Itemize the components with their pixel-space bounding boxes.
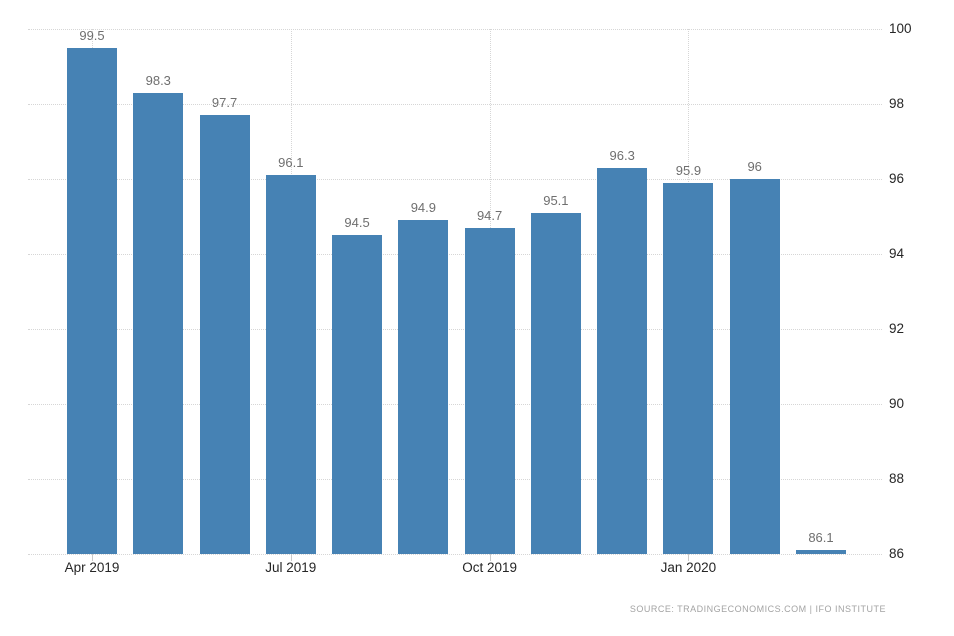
- bar: [597, 167, 648, 554]
- bar: [398, 220, 449, 554]
- bar: [795, 550, 846, 554]
- y-gridline: [28, 554, 882, 555]
- bar: [663, 182, 714, 554]
- y-gridline: [28, 329, 882, 330]
- y-axis-tick-label: 94: [889, 246, 905, 261]
- y-axis-tick-label: 100: [889, 21, 912, 36]
- x-axis-tick-label: Jul 2019: [265, 560, 317, 575]
- y-axis-tick-label: 96: [889, 171, 905, 186]
- bar-value-label: 95.1: [543, 192, 569, 208]
- bar: [133, 92, 184, 554]
- y-gridline: [28, 104, 882, 105]
- x-axis-tick-label: Apr 2019: [64, 560, 120, 575]
- x-axis-tick: [688, 554, 690, 561]
- bar: [464, 227, 515, 554]
- bar-value-label: 96: [747, 159, 762, 174]
- bar-value-label: 95.9: [675, 162, 702, 178]
- bar-value-label: 94.7: [476, 207, 503, 223]
- source-attribution: SOURCE: TRADINGECONOMICS.COM | IFO INSTI…: [629, 604, 886, 614]
- bar: [265, 175, 316, 554]
- bar-value-label: 96.1: [278, 155, 304, 171]
- bar: [67, 47, 117, 554]
- bar: [199, 115, 250, 554]
- y-axis-tick-label: 92: [889, 321, 905, 336]
- y-axis-tick-label: 90: [889, 396, 905, 411]
- x-axis-tick: [489, 554, 491, 561]
- plot-area: [28, 29, 882, 555]
- y-gridline: [28, 479, 882, 480]
- y-gridline: [28, 254, 882, 255]
- y-gridline: [28, 404, 882, 405]
- y-axis-tick-label: 86: [889, 546, 905, 561]
- bar-value-label: 99.5: [79, 27, 105, 43]
- bar-value-label: 94.5: [344, 215, 370, 231]
- bar: [729, 179, 780, 554]
- bar-value-label: 96.3: [609, 147, 635, 163]
- y-axis-tick-label: 98: [889, 96, 905, 111]
- x-axis-tick-label: Jan 2020: [660, 560, 717, 575]
- x-axis-tick: [290, 554, 292, 561]
- bar: [332, 235, 383, 554]
- y-axis-tick-label: 88: [889, 471, 905, 486]
- y-gridline: [28, 179, 882, 180]
- bar-value-label: 94.9: [410, 200, 436, 216]
- bar: [530, 212, 581, 554]
- bar-value-label: 98.3: [145, 72, 171, 88]
- bar-value-label: 97.7: [211, 95, 238, 111]
- x-axis-tick-label: Oct 2019: [462, 560, 517, 575]
- y-gridline: [28, 29, 882, 30]
- x-axis-tick: [92, 554, 93, 561]
- bar-value-label: 86.1: [808, 530, 834, 546]
